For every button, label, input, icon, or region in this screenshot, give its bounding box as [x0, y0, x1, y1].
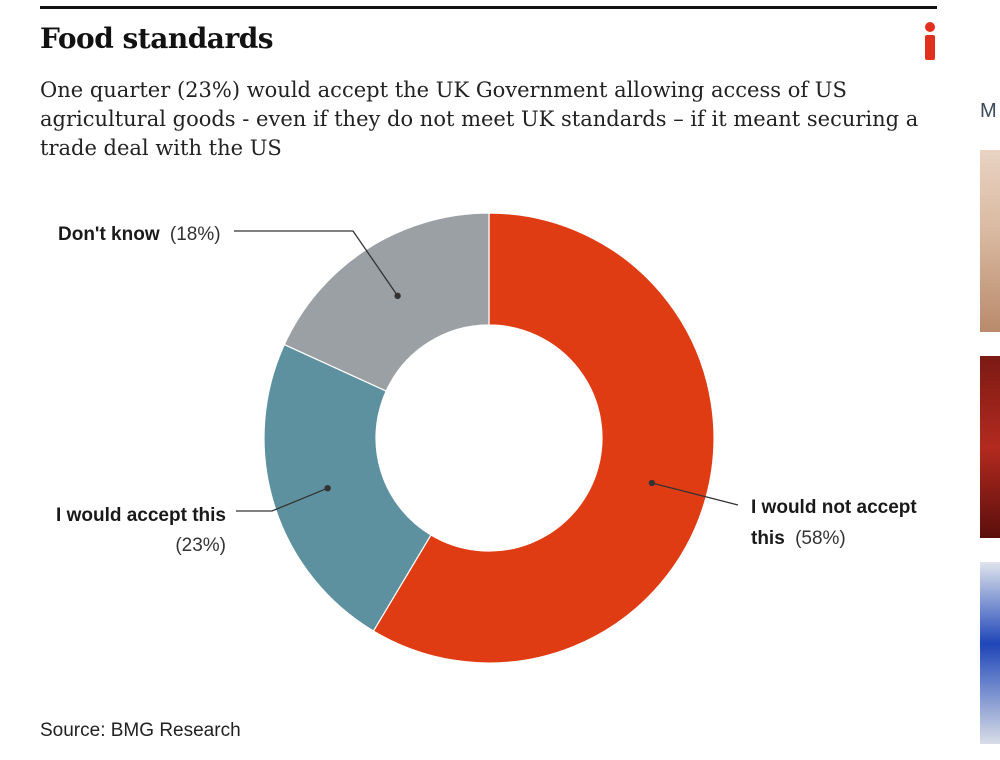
slice-pct-would-accept: (23%) [175, 535, 226, 556]
sidebar-thumbnail[interactable] [980, 150, 1000, 332]
slice-label-would-accept: I would accept this [56, 505, 226, 526]
chart-source: Source: BMG Research [40, 720, 241, 741]
slice-label-would-not-accept-line2: this (58%) [751, 528, 846, 549]
slice-leader-line [236, 487, 328, 512]
slice-label-would-not-accept: I would not accept [751, 497, 917, 518]
top-rule [40, 6, 937, 9]
sidebar-heading-fragment: M [980, 100, 997, 122]
chart-title: Food standards [40, 22, 274, 55]
slice-marker-dot [394, 292, 401, 300]
slice-leader-line [234, 230, 399, 297]
slice-would-accept [263, 343, 432, 632]
slice-marker-dot [648, 479, 656, 487]
slice-label-dont-know: Don't know (18%) [58, 224, 221, 245]
slice-marker-dot [324, 484, 331, 492]
slice-would-not-accept [372, 212, 715, 664]
sidebar-thumbnail[interactable] [980, 562, 1000, 744]
sidebar-thumbnail[interactable] [980, 356, 1000, 538]
chart-subtitle: One quarter (23%) would accept the UK Go… [40, 78, 919, 160]
i-logo-icon[interactable] [922, 22, 938, 60]
slice-leader-line [651, 482, 739, 506]
slice-dont-know [283, 212, 490, 392]
